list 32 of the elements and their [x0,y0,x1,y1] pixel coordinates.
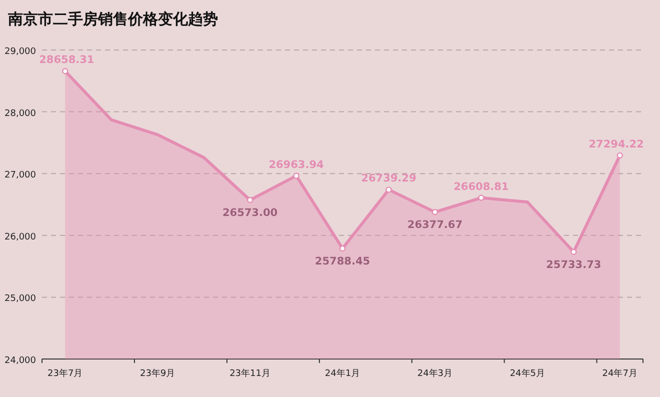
point [570,248,577,255]
point [386,186,392,193]
point [432,208,438,216]
x-tick-label: 23年7月 [48,368,83,379]
y-tick-label: 25,000 [4,294,36,304]
y-tick-label: 26,000 [4,232,36,242]
point [339,245,346,252]
x-tick-label: 24年5月 [510,368,546,379]
point [478,194,484,201]
y-tick-label: 29,000 [4,47,36,57]
data-label: 28658.31 [39,54,94,66]
point [246,196,254,204]
x-tick-label: 24年7月 [602,368,638,379]
x-tick-label: 24年3月 [417,368,453,379]
data-label: 27294.22 [588,138,644,150]
x-tick-label: 23年11月 [230,368,270,379]
point [293,172,300,179]
x-tick-label: 23年9月 [140,368,176,379]
y-tick-label: 27,000 [4,170,36,181]
data-label: 26963.94 [268,158,324,171]
data-label: 26377.67 [407,219,463,232]
data-label: 25788.45 [314,255,370,268]
data-label: 26608.81 [454,180,509,193]
chart-title: 南京市二手房销售价格变化趋势 [7,10,218,28]
point [616,152,623,159]
data-label: 25733.73 [546,258,602,271]
x-tick-label: 24年1月 [324,368,360,379]
y-tick-label: 28,000 [4,108,36,119]
data-label: 26573.00 [222,206,278,219]
point [62,68,68,74]
data-label: 26739.29 [361,172,416,185]
y-tick-label: 24,000 [4,356,36,366]
